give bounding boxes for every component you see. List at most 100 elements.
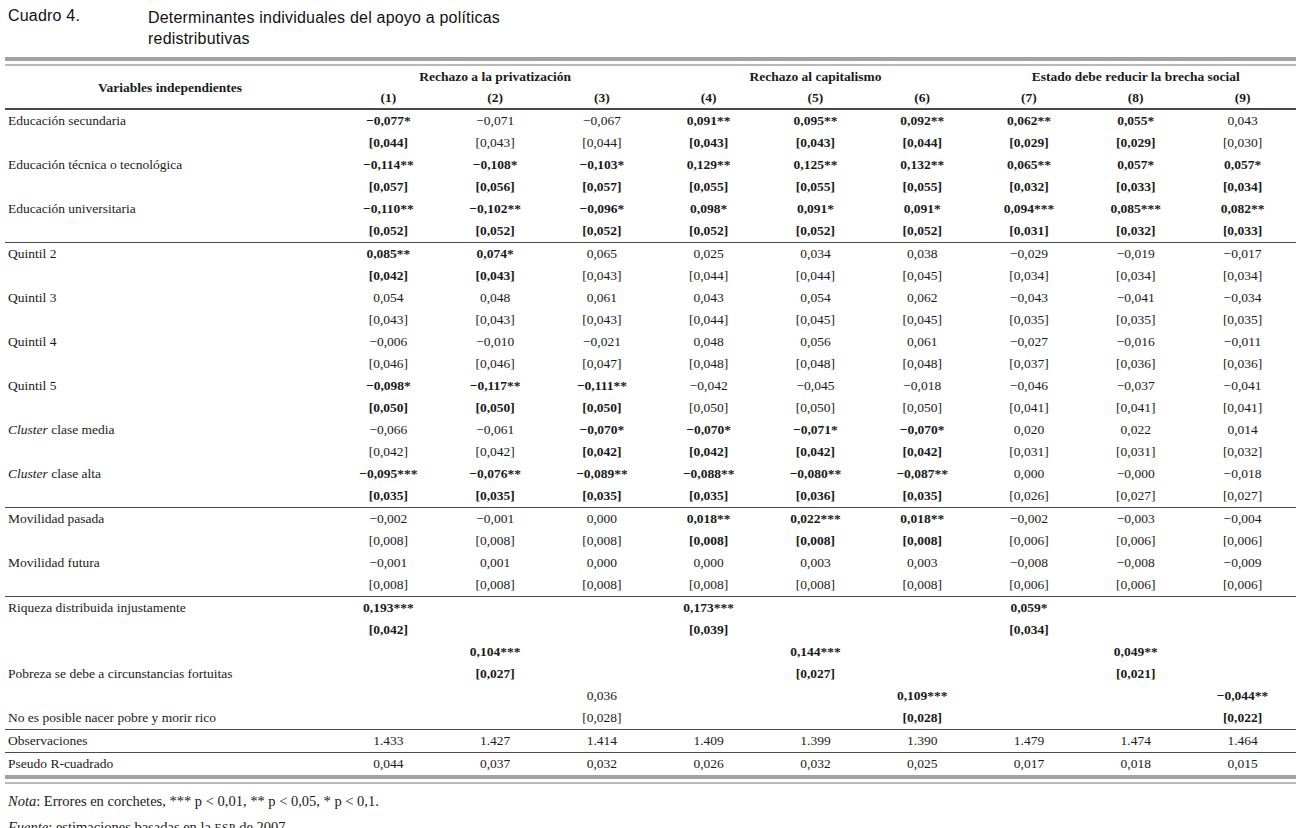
value-cell: [0,035] <box>1082 309 1189 331</box>
value-cell: [0,052] <box>442 220 549 243</box>
table-row: Riqueza distribuida injustamente0,193***… <box>5 597 1296 620</box>
table-row: [0,044][0,043][0,044][0,043][0,043][0,04… <box>5 132 1296 154</box>
value-cell: [0,029] <box>976 132 1083 154</box>
value-cell: −0,114** <box>335 154 442 176</box>
value-cell: −0,110** <box>335 198 442 220</box>
value-cell: [0,008] <box>335 574 442 597</box>
value-cell: [0,050] <box>442 397 549 419</box>
value-cell <box>549 619 656 641</box>
value-cell: [0,041] <box>976 397 1083 419</box>
col-number-6: (6) <box>869 87 976 109</box>
table-row: [0,046][0,046][0,047][0,048][0,048][0,04… <box>5 353 1296 375</box>
value-cell: 0,014 <box>1189 419 1296 441</box>
value-cell: [0,045] <box>869 309 976 331</box>
table-row: Quintil 30,0540,0480,0610,0430,0540,062−… <box>5 287 1296 309</box>
row-label <box>5 485 335 508</box>
value-cell: [0,056] <box>442 176 549 198</box>
value-cell: 0,038 <box>869 243 976 266</box>
table-row: Movilidad pasada−0,002−0,0010,0000,018**… <box>5 508 1296 531</box>
value-cell: 0,062** <box>976 109 1083 132</box>
row-label <box>5 265 335 287</box>
value-cell: [0,041] <box>1082 397 1189 419</box>
value-cell: 0,026 <box>655 753 762 776</box>
col-number-3: (3) <box>549 87 656 109</box>
value-cell <box>335 663 442 685</box>
value-cell: −0,098* <box>335 375 442 397</box>
value-cell: [0,008] <box>655 530 762 552</box>
row-label: Quintil 2 <box>5 243 335 266</box>
value-cell <box>976 707 1083 730</box>
table-top-border <box>5 57 1296 66</box>
value-cell: 0,054 <box>762 287 869 309</box>
value-cell: [0,057] <box>335 176 442 198</box>
table-row: Movilidad futura−0,0010,0010,0000,0000,0… <box>5 552 1296 574</box>
row-label: Cluster clase media <box>5 419 335 441</box>
col-number-7: (7) <box>976 87 1083 109</box>
value-cell: [0,036] <box>1189 353 1296 375</box>
row-label: Educación universitaria <box>5 198 335 220</box>
source-text-pre: : estimaciones basadas en la <box>48 819 214 828</box>
value-cell: 0,034 <box>762 243 869 266</box>
value-cell: −0,002 <box>976 508 1083 531</box>
value-cell: [0,028] <box>549 707 656 730</box>
value-cell: 0,015 <box>1189 753 1296 776</box>
value-cell <box>869 663 976 685</box>
value-cell: [0,042] <box>335 441 442 463</box>
value-cell: 0,057* <box>1082 154 1189 176</box>
value-cell: 0,054 <box>335 287 442 309</box>
value-cell <box>655 641 762 663</box>
row-label-italic: Cluster <box>8 422 48 437</box>
value-cell: [0,050] <box>762 397 869 419</box>
value-cell: [0,035] <box>335 485 442 508</box>
col-group-brecha-social: Estado debe reducir la brecha social <box>976 66 1296 87</box>
table-row: Cluster clase media−0,066−0,061−0,070*−0… <box>5 419 1296 441</box>
table-number: Cuadro 4. <box>8 7 148 49</box>
table-header: Variables independientes Rechazo a la pr… <box>5 66 1296 109</box>
value-cell: 0,049** <box>1082 641 1189 663</box>
value-cell: [0,052] <box>762 220 869 243</box>
value-cell: 0,095** <box>762 109 869 132</box>
value-cell: 0,125** <box>762 154 869 176</box>
value-cell: −0,004 <box>1189 508 1296 531</box>
value-cell <box>976 663 1083 685</box>
value-cell <box>1189 597 1296 620</box>
value-cell: [0,034] <box>1082 265 1189 287</box>
table-row: 0,104*** 0,144*** 0,049** <box>5 641 1296 663</box>
value-cell: 0,025 <box>869 753 976 776</box>
value-cell: 0,144*** <box>762 641 869 663</box>
value-cell <box>549 663 656 685</box>
value-cell: −0,008 <box>1082 552 1189 574</box>
value-cell: [0,008] <box>869 574 976 597</box>
value-cell: −0,018 <box>869 375 976 397</box>
value-cell <box>976 641 1083 663</box>
value-cell: [0,027] <box>1082 485 1189 508</box>
value-cell: [0,031] <box>976 220 1083 243</box>
value-cell: [0,022] <box>1189 707 1296 730</box>
value-cell: −0,061 <box>442 419 549 441</box>
value-cell: 0,022 <box>1082 419 1189 441</box>
value-cell: [0,055] <box>655 176 762 198</box>
value-cell: [0,035] <box>549 485 656 508</box>
value-cell: [0,050] <box>549 397 656 419</box>
value-cell: −0,080** <box>762 463 869 485</box>
value-cell: 0,085*** <box>1082 198 1189 220</box>
value-cell: 0,074* <box>442 243 549 266</box>
note-line: Nota: Errores en corchetes, *** p < 0,01… <box>8 793 1300 810</box>
value-cell <box>1189 663 1296 685</box>
value-cell: [0,034] <box>1189 265 1296 287</box>
value-cell: 0,055* <box>1082 109 1189 132</box>
value-cell: −0,070* <box>869 419 976 441</box>
table-row: 0,0360,109***−0,044** <box>5 685 1296 707</box>
value-cell <box>1082 685 1189 707</box>
value-cell: −0,018 <box>1189 463 1296 485</box>
value-cell: −0,041 <box>1189 375 1296 397</box>
value-cell: −0,034 <box>1189 287 1296 309</box>
value-cell: 0,104*** <box>442 641 549 663</box>
value-cell <box>1082 707 1189 730</box>
row-label <box>5 176 335 198</box>
value-cell <box>1189 641 1296 663</box>
row-label <box>5 397 335 419</box>
value-cell: [0,034] <box>976 265 1083 287</box>
value-cell: 0,094*** <box>976 198 1083 220</box>
value-cell: [0,042] <box>869 441 976 463</box>
